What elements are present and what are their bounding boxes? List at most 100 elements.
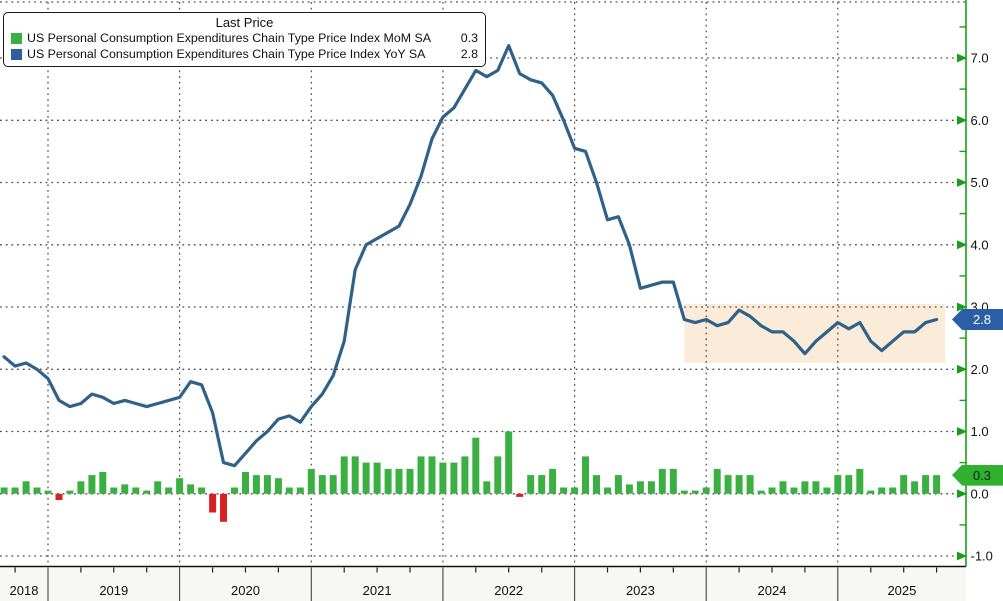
mom-bar bbox=[911, 481, 919, 494]
mom-bar bbox=[735, 475, 743, 494]
mom-bar bbox=[614, 475, 622, 494]
mom-bar bbox=[702, 487, 710, 494]
legend-row-yoy: US Personal Consumption Expenditures Cha… bbox=[11, 47, 478, 63]
mom-bar bbox=[329, 475, 337, 494]
mom-bar bbox=[143, 490, 151, 494]
mom-bar bbox=[44, 490, 52, 494]
mom-bar bbox=[439, 462, 447, 494]
mom-bar bbox=[461, 456, 469, 494]
mom-bar bbox=[198, 487, 206, 494]
mom-bar bbox=[812, 481, 820, 494]
mom-bar bbox=[571, 487, 579, 494]
mom-bar bbox=[658, 468, 666, 494]
mom-bar bbox=[428, 456, 436, 494]
mom-series-swatch-icon bbox=[11, 33, 22, 45]
y-tick-label: 6.0 bbox=[971, 113, 989, 128]
mom-bars bbox=[0, 431, 941, 522]
mom-bar bbox=[33, 487, 41, 494]
mom-bar bbox=[856, 468, 864, 494]
mom-bar bbox=[845, 475, 853, 494]
mom-bar bbox=[22, 481, 30, 494]
mom-bar bbox=[252, 475, 260, 494]
mom-bar bbox=[110, 487, 118, 494]
mom-bar bbox=[373, 462, 381, 494]
x-axis: 2018 2019 2020 2021 2022 2023 2024 2025 bbox=[0, 565, 966, 601]
mom-bar bbox=[867, 490, 875, 494]
year-label: 2018 bbox=[10, 583, 39, 598]
year-label: 2024 bbox=[758, 583, 787, 598]
mom-bar bbox=[779, 481, 787, 494]
mom-bar bbox=[472, 437, 480, 494]
mom-bar bbox=[933, 475, 941, 494]
mom-bar bbox=[889, 487, 897, 494]
yoy-series-swatch-icon bbox=[11, 48, 22, 60]
mom-bar bbox=[790, 487, 798, 494]
tick-arrow-icon bbox=[957, 178, 968, 187]
yoy-line bbox=[2, 43, 939, 468]
mom-bar bbox=[154, 481, 162, 494]
mom-bar bbox=[209, 493, 217, 513]
mom-bar bbox=[494, 456, 502, 494]
mom-bar bbox=[713, 468, 721, 494]
mom-bar bbox=[274, 478, 282, 494]
mom-bar bbox=[823, 487, 831, 494]
mom-bar bbox=[527, 475, 535, 494]
mom-bar bbox=[351, 456, 359, 494]
mom-bar bbox=[538, 475, 546, 494]
mom-bar bbox=[187, 484, 195, 494]
mom-bar bbox=[384, 468, 392, 494]
year-label: 2021 bbox=[363, 583, 392, 598]
y-tick-label: -1.0 bbox=[971, 549, 993, 564]
mom-bar bbox=[724, 475, 732, 494]
mom-bar bbox=[285, 487, 293, 494]
mom-bar bbox=[746, 475, 754, 494]
legend-box: Last Price US Personal Consumption Expen… bbox=[3, 12, 486, 67]
mom-bar bbox=[582, 456, 589, 494]
mom-bar bbox=[263, 475, 271, 494]
mom-bar bbox=[66, 490, 74, 494]
mom-bar bbox=[450, 462, 458, 494]
mom-bar bbox=[768, 487, 776, 494]
x-axis-strip bbox=[0, 567, 966, 601]
mom-bar bbox=[483, 481, 491, 494]
y-tick-label: 1.0 bbox=[971, 424, 989, 439]
mom-bar bbox=[395, 468, 403, 494]
legend-label-yoy: US Personal Consumption Expenditures Cha… bbox=[27, 46, 426, 61]
mom-bar bbox=[549, 468, 557, 494]
year-label: 2019 bbox=[99, 583, 128, 598]
mom-bar bbox=[680, 490, 688, 494]
mom-bar bbox=[604, 487, 611, 494]
mom-bar bbox=[834, 475, 842, 494]
tick-arrow-icon bbox=[957, 364, 968, 374]
tick-arrow-icon bbox=[957, 302, 968, 312]
mom-bar bbox=[88, 475, 96, 494]
tick-arrow-icon bbox=[957, 427, 968, 436]
tick-arrow-icon bbox=[957, 53, 968, 63]
tick-arrow-icon bbox=[957, 551, 968, 561]
mom-bar bbox=[801, 481, 809, 494]
mom-bar bbox=[55, 493, 63, 500]
mom-bar bbox=[878, 487, 886, 494]
last-price-badge-yoy: 2.8 bbox=[952, 309, 1003, 330]
legend-label-mom: US Personal Consumption Expenditures Cha… bbox=[27, 31, 432, 45]
mom-bar bbox=[362, 462, 370, 494]
mom-bar bbox=[296, 487, 304, 494]
mom-bar bbox=[417, 456, 425, 494]
year-label: 2023 bbox=[626, 583, 655, 598]
mom-bar bbox=[922, 475, 930, 494]
mom-bar bbox=[757, 490, 765, 494]
year-label: 2020 bbox=[231, 583, 260, 598]
mom-bar bbox=[242, 472, 249, 494]
tick-arrow-icon bbox=[957, 115, 968, 125]
mom-bar bbox=[77, 481, 85, 494]
legend-value-yoy: 2.8 bbox=[460, 46, 478, 61]
tick-arrow-icon bbox=[957, 240, 968, 250]
mom-bar bbox=[176, 478, 184, 494]
mom-bar bbox=[691, 490, 699, 494]
mom-bar bbox=[593, 475, 600, 494]
year-label: 2022 bbox=[494, 583, 523, 598]
mom-bar bbox=[516, 493, 524, 497]
mom-bar bbox=[307, 468, 315, 494]
y-tick-label: 7.0 bbox=[971, 51, 989, 66]
